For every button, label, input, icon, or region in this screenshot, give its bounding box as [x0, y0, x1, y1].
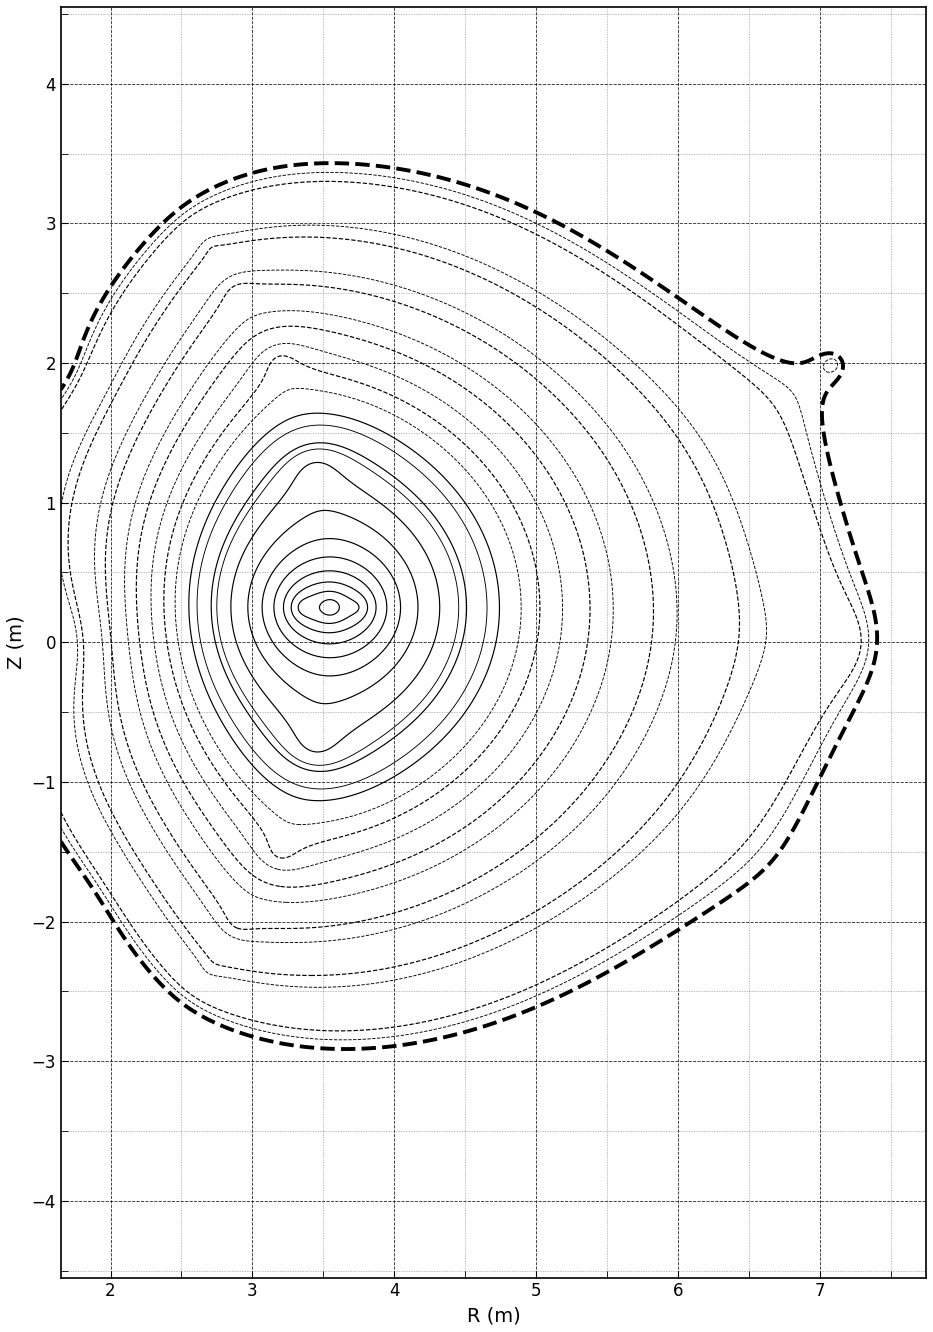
- Y-axis label: Z (m): Z (m): [7, 615, 26, 669]
- X-axis label: R (m): R (m): [466, 1307, 521, 1325]
